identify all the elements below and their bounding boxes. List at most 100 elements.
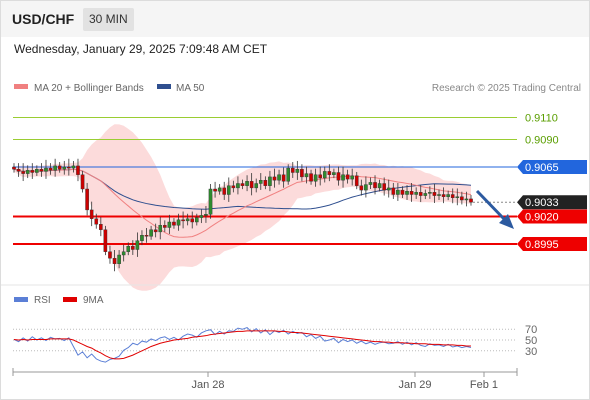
candle-body (39, 168, 44, 172)
candle-body (327, 171, 332, 175)
candle (286, 164, 291, 185)
candle-body (80, 174, 85, 190)
candle-body (44, 167, 48, 172)
candle-body (295, 168, 300, 173)
candlesticks (12, 158, 473, 272)
candle (108, 245, 112, 264)
candle-body (21, 171, 25, 174)
candle (144, 228, 149, 243)
level-label-0.9090: 0.9090 (525, 135, 559, 147)
candle (263, 176, 268, 190)
candle-body (76, 165, 80, 175)
candle-body (268, 176, 272, 186)
candle-body (103, 229, 108, 252)
candle (67, 158, 71, 176)
candle-body (199, 215, 204, 218)
candle (464, 191, 469, 207)
candle (217, 184, 222, 195)
candle-body (418, 192, 423, 196)
candle (318, 166, 322, 186)
candle-body (12, 166, 16, 170)
candle (295, 160, 300, 180)
candle (268, 170, 272, 192)
candle-body (153, 229, 158, 233)
candle-body (236, 183, 240, 189)
candle (213, 181, 217, 198)
candle-body (249, 181, 254, 189)
candle-body (167, 221, 172, 228)
candle (99, 217, 103, 237)
candle-body (460, 196, 464, 201)
candle (35, 165, 39, 176)
candle (94, 213, 99, 229)
candle (112, 250, 117, 272)
ma9-line (13, 330, 471, 360)
candle-body (99, 223, 103, 230)
bollinger-band (14, 124, 471, 291)
candle-body (469, 198, 473, 203)
ma9-legend-swatch (63, 297, 77, 302)
candle (359, 179, 364, 196)
candle (272, 168, 277, 188)
candle-body (263, 179, 268, 186)
level-tag-0.9033 (517, 195, 587, 210)
candle (231, 180, 236, 193)
candle (304, 166, 309, 184)
candle (414, 187, 418, 199)
candle-body (222, 187, 227, 195)
candle-body (62, 166, 67, 170)
candle (103, 225, 108, 256)
candle (309, 169, 313, 185)
candle-body (30, 170, 35, 173)
rsi-tick-70: 70 (525, 324, 537, 336)
candle-body (176, 219, 181, 226)
candle-body (126, 245, 131, 252)
x-tick-label: Jan 29 (398, 379, 431, 391)
candle (240, 179, 245, 190)
candle-body (336, 172, 341, 181)
candle-body (190, 218, 195, 223)
ma20-line (13, 168, 472, 238)
candle (405, 185, 409, 200)
candle (176, 213, 181, 231)
level-label-0.8995: 0.8995 (525, 239, 559, 251)
candle-body (414, 192, 418, 195)
candle (332, 168, 336, 179)
candle (368, 177, 373, 190)
candle (446, 190, 450, 201)
candle-body (281, 174, 286, 182)
candle-body (313, 174, 318, 182)
level-labels: 0.9110 0.9090 0.9065 0.9033 0.9020 0.8995 (517, 113, 587, 251)
candle (249, 173, 254, 196)
level-label-0.9020: 0.9020 (525, 212, 559, 224)
candle (322, 166, 327, 183)
candle (354, 171, 359, 190)
candle-body (368, 182, 373, 185)
candle (53, 158, 57, 177)
candle (80, 170, 85, 193)
candle (277, 169, 281, 185)
candle (341, 166, 345, 188)
candle-body (16, 168, 21, 172)
candle-body (332, 172, 336, 175)
candle (167, 214, 172, 234)
candle-body (386, 187, 391, 191)
candle-body (163, 225, 167, 228)
candle (391, 182, 396, 199)
candle (409, 182, 414, 202)
candle-body (377, 183, 382, 189)
candle-body (94, 218, 99, 225)
candle-body (423, 193, 428, 196)
candle (39, 163, 44, 177)
timeframe-button[interactable]: 30 MIN (83, 8, 134, 31)
candle (423, 189, 428, 200)
candle-body (345, 174, 350, 180)
candle (386, 179, 391, 198)
candle-body (455, 196, 460, 198)
candle-body (258, 179, 263, 184)
candle-body (140, 234, 144, 241)
candle-body (341, 174, 345, 181)
candle-body (437, 194, 441, 196)
candle (208, 184, 213, 219)
